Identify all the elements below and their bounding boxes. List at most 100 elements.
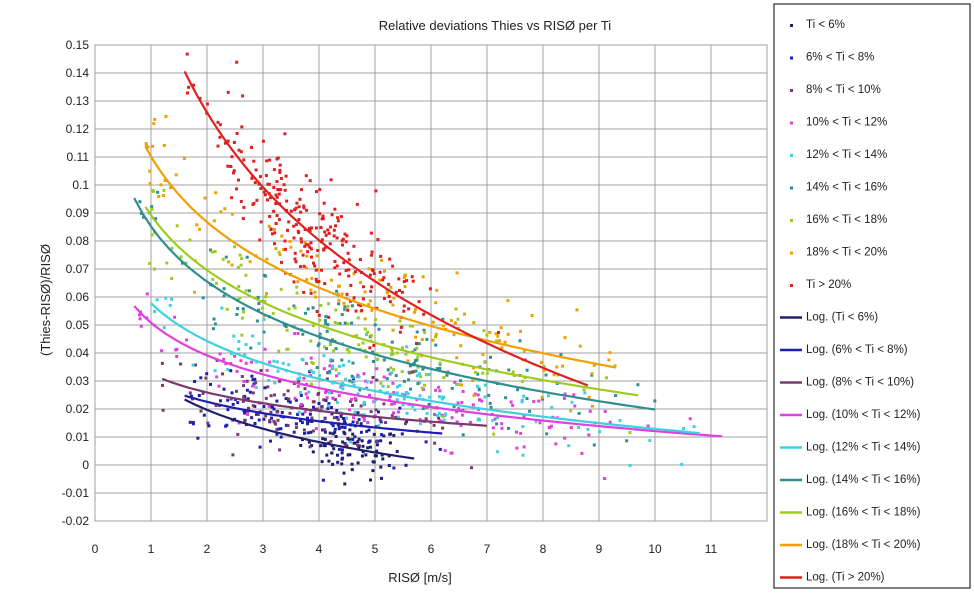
data-point (336, 216, 340, 220)
data-point (273, 231, 277, 235)
data-point (418, 394, 422, 398)
data-point (304, 392, 308, 396)
data-point (388, 300, 392, 304)
data-point (280, 410, 284, 414)
data-point (265, 257, 269, 261)
data-point (268, 158, 272, 162)
data-point (219, 210, 223, 214)
data-point (303, 431, 306, 435)
data-point (337, 302, 341, 306)
data-point (330, 451, 334, 455)
data-point (230, 212, 234, 216)
data-point (340, 358, 344, 362)
data-point (316, 249, 320, 252)
data-point (369, 478, 372, 482)
data-point (239, 150, 243, 154)
data-point (395, 351, 399, 355)
data-point (603, 477, 607, 480)
data-point (335, 409, 339, 413)
data-point (525, 397, 529, 400)
data-point (247, 289, 251, 293)
data-point (299, 402, 303, 406)
data-point (459, 379, 463, 383)
data-point (525, 368, 529, 372)
data-point (355, 202, 359, 206)
data-point (394, 374, 398, 378)
data-point (224, 424, 228, 428)
data-point (325, 377, 329, 381)
data-point (352, 244, 356, 248)
data-point (373, 400, 377, 403)
y-tick-label: 0.01 (66, 430, 90, 444)
data-point (443, 449, 447, 453)
data-point (438, 419, 442, 423)
data-point (559, 353, 563, 357)
data-point (398, 330, 402, 334)
data-point (449, 319, 453, 322)
data-point (312, 261, 315, 265)
data-point (286, 424, 290, 428)
data-point (434, 332, 438, 336)
data-point (478, 398, 482, 402)
data-point (388, 257, 392, 261)
y-tick-label: -0.02 (62, 514, 90, 528)
data-point (319, 226, 323, 229)
data-point (387, 282, 391, 286)
data-point (273, 242, 276, 246)
data-point (356, 316, 360, 320)
data-point (222, 387, 226, 391)
data-point (211, 327, 215, 331)
data-point (251, 384, 255, 388)
data-point (299, 419, 303, 423)
data-point (301, 253, 305, 257)
data-point (608, 351, 612, 355)
data-point (258, 445, 262, 449)
data-point (476, 407, 480, 411)
data-point (488, 331, 492, 334)
data-point (304, 311, 307, 315)
data-point (242, 379, 246, 383)
data-point (302, 264, 306, 268)
data-point (317, 342, 321, 346)
data-point (590, 404, 594, 408)
data-point (316, 267, 320, 271)
x-tick-label: 2 (204, 542, 211, 556)
data-point (344, 269, 348, 273)
legend-marker (790, 154, 793, 157)
data-point (327, 459, 331, 463)
data-point (306, 396, 309, 400)
data-point (340, 239, 344, 243)
data-point (648, 439, 652, 443)
data-point (438, 447, 442, 451)
data-point (333, 266, 337, 270)
data-point (308, 412, 312, 416)
data-point (309, 241, 313, 245)
data-point (292, 224, 296, 228)
data-point (459, 344, 463, 348)
data-point (388, 441, 392, 445)
data-point (400, 370, 404, 374)
data-point (284, 397, 288, 401)
data-point (262, 190, 266, 194)
data-point (357, 437, 361, 441)
data-point (330, 412, 334, 416)
data-point (428, 287, 432, 291)
trendline (184, 394, 443, 435)
data-point (460, 383, 463, 387)
data-point (221, 372, 224, 376)
legend-label: 18% < Ti < 20% (806, 247, 887, 259)
legend-label: Log. (16% < Ti < 18%) (806, 507, 921, 519)
data-point (590, 372, 594, 376)
data-point (272, 407, 276, 411)
data-point (294, 398, 298, 402)
data-point (274, 202, 278, 205)
data-point (386, 368, 390, 372)
data-point (381, 457, 385, 461)
data-point (210, 250, 214, 254)
data-point (309, 430, 313, 434)
data-point (309, 339, 313, 343)
data-point (607, 358, 611, 362)
data-point (282, 248, 285, 252)
data-point (273, 393, 276, 397)
data-point (563, 436, 567, 440)
